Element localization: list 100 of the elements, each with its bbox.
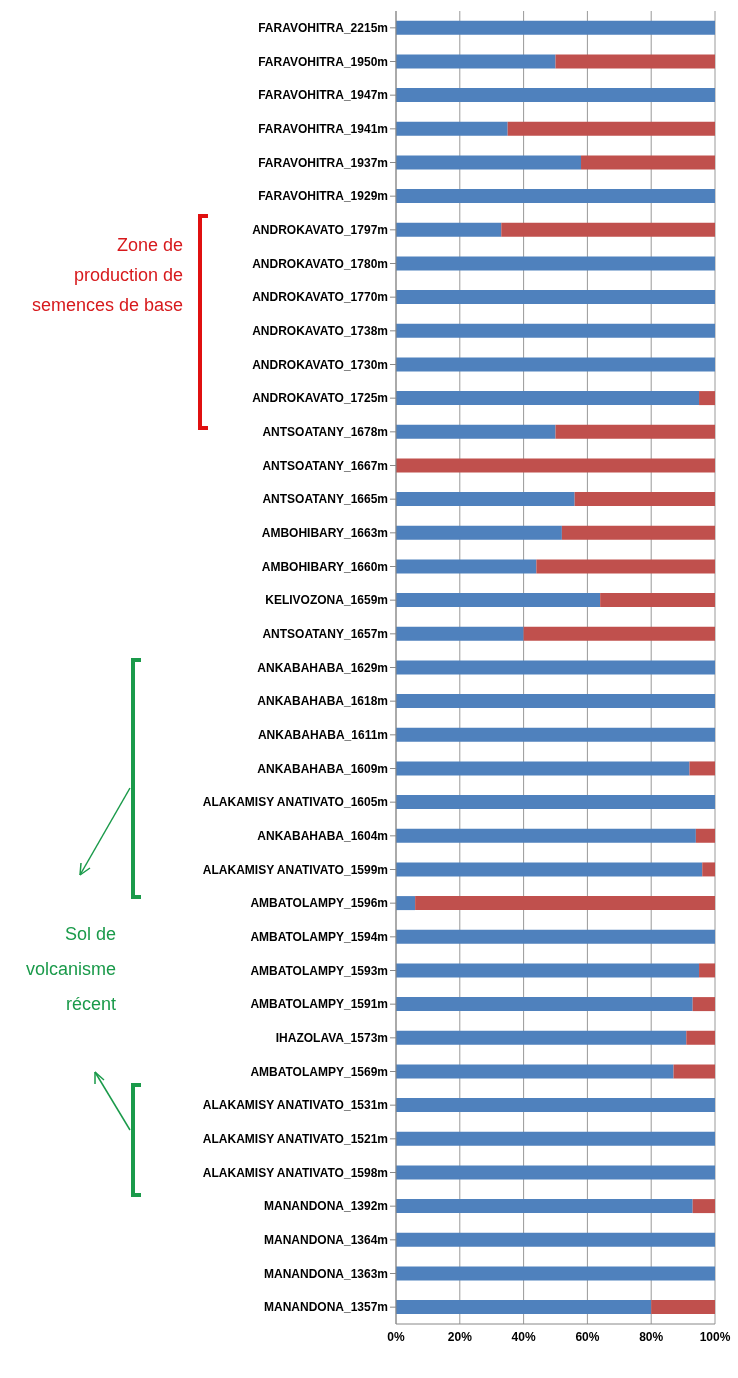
bar (396, 1131, 715, 1146)
bar (396, 828, 696, 843)
bar (501, 222, 715, 237)
y-tick-label: FARAVOHITRA_1950m (258, 54, 388, 69)
bar (692, 997, 715, 1012)
bar (396, 1165, 715, 1180)
bar (396, 458, 715, 473)
y-tick-label: IHAZOLAVA_1573m (275, 1031, 388, 1046)
bar (507, 121, 715, 136)
bar (396, 492, 575, 507)
bar (396, 963, 700, 978)
bar (702, 862, 715, 877)
y-tick-label: AMBATOLAMPY_1596m (250, 896, 388, 911)
y-tick-label: MANANDONA_1392m (263, 1199, 388, 1214)
bar (396, 1266, 715, 1281)
y-tick-label: AMBOHIBARY_1663m (261, 526, 388, 541)
y-tick-label: ANTSOATANY_1678m (262, 425, 388, 440)
bar (396, 256, 715, 271)
y-tick-label: ANKABAHABA_1604m (257, 829, 388, 844)
y-tick-label: MANANDONA_1363m (263, 1266, 388, 1281)
y-tick-label: ANDROKAVATO_1780m (252, 256, 388, 271)
y-tick-label: ANKABAHABA_1629m (257, 660, 388, 675)
y-tick-label: FARAVOHITRA_1941m (258, 122, 388, 137)
y-tick-label: ANDROKAVATO_1730m (252, 357, 388, 372)
bar (396, 694, 715, 709)
bar (396, 222, 502, 237)
y-tick-label: ALAKAMISY ANATIVATO_1599m (202, 862, 388, 877)
bar (581, 155, 715, 170)
y-tick-label: ANTSOATANY_1657m (262, 627, 388, 642)
bar (396, 391, 700, 406)
y-tick-label: AMBATOLAMPY_1591m (250, 997, 388, 1012)
bar (523, 626, 715, 641)
y-tick-label: ANDROKAVATO_1797m (252, 223, 388, 238)
x-tick-label: 40% (511, 1329, 536, 1344)
bar (396, 121, 508, 136)
bar (396, 88, 715, 103)
bar (396, 1098, 715, 1113)
y-tick-label: ALAKAMISY ANATIVATO_1531m (202, 1098, 388, 1113)
y-tick-label: ALAKAMISY ANATIVATO_1521m (202, 1132, 388, 1147)
y-tick-label: ANKABAHABA_1609m (257, 761, 388, 776)
bar (396, 357, 715, 372)
bar (396, 525, 562, 540)
y-tick-label: AMBATOLAMPY_1569m (250, 1064, 388, 1079)
y-tick-label: MANANDONA_1357m (263, 1300, 388, 1315)
y-tick-label: FARAVOHITRA_1947m (258, 88, 388, 103)
y-tick-label: ANKABAHABA_1611m (257, 728, 388, 743)
x-tick-label: 60% (575, 1329, 600, 1344)
text: Sol de volcanisme récent (24, 923, 116, 1016)
bar (396, 660, 715, 675)
bar (396, 189, 715, 204)
y-tick-label: AMBOHIBARY_1660m (261, 559, 388, 574)
y-tick-label: FARAVOHITRA_1929m (258, 189, 388, 204)
bar (415, 896, 715, 911)
bar (396, 727, 715, 742)
bar (692, 1199, 715, 1214)
bar (689, 761, 715, 776)
x-tick-label: 20% (447, 1329, 473, 1344)
bar (396, 424, 556, 439)
bar (396, 896, 416, 911)
y-tick-label: ANKABAHABA_1618m (257, 694, 388, 709)
bar (396, 1030, 687, 1045)
bar (695, 828, 715, 843)
y-tick-label: ANDROKAVATO_1770m (252, 290, 388, 305)
bar (396, 929, 715, 944)
bar (699, 391, 715, 406)
x-tick-label: 0% (387, 1329, 405, 1344)
y-tick-label: AMBATOLAMPY_1594m (250, 930, 388, 945)
bar (396, 1300, 652, 1315)
y-tick-label: FARAVOHITRA_2215m (258, 21, 388, 36)
bar (396, 626, 524, 641)
bar (686, 1030, 715, 1045)
bar (600, 593, 715, 608)
bar (396, 1064, 674, 1079)
bar (396, 20, 715, 35)
bar (536, 559, 715, 574)
bar (396, 54, 556, 69)
bar (651, 1300, 715, 1315)
bar (396, 155, 582, 170)
y-tick-label: ALAKAMISY ANATIVATO_1605m (202, 795, 388, 810)
y-tick-label: FARAVOHITRA_1937m (258, 155, 388, 170)
bar (574, 492, 715, 507)
bar (396, 593, 601, 608)
bar (396, 1232, 715, 1247)
x-tick-label: 80% (639, 1329, 664, 1344)
bar (555, 424, 715, 439)
y-tick-label: ANTSOATANY_1667m (262, 458, 388, 473)
bar (673, 1064, 715, 1079)
text: Zone de production de semences de base (30, 234, 183, 317)
y-tick-label: ANDROKAVATO_1738m (252, 324, 388, 339)
bar (396, 559, 537, 574)
bar (396, 761, 690, 776)
bar (396, 862, 703, 877)
y-tick-label: KELIVOZONA_1659m (265, 593, 388, 608)
y-tick-label: AMBATOLAMPY_1593m (250, 963, 388, 978)
x-tick-label: 100% (699, 1329, 731, 1344)
y-tick-label: ANTSOATANY_1665m (262, 492, 388, 507)
bar (555, 54, 715, 69)
y-tick-label: ANDROKAVATO_1725m (252, 391, 388, 406)
bar (396, 290, 715, 305)
y-tick-label: MANANDONA_1364m (263, 1233, 388, 1248)
